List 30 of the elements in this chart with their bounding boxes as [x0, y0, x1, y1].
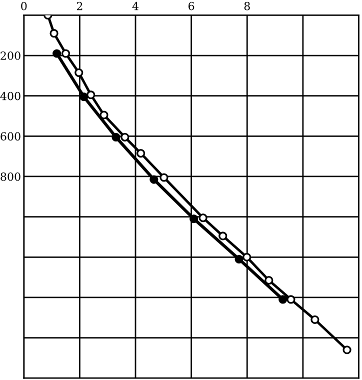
- point: [310, 315, 320, 324]
- point: [74, 68, 84, 77]
- point: [80, 92, 88, 102]
- point: [198, 214, 208, 222]
- x-tick-label: 6: [188, 2, 194, 10]
- point: [342, 346, 352, 354]
- point: [286, 295, 296, 304]
- point: [52, 49, 62, 58]
- point: [136, 148, 146, 158]
- point: [242, 252, 252, 262]
- point: [150, 175, 158, 184]
- point: [190, 214, 198, 224]
- point: [50, 29, 58, 38]
- x-tick-label: 8: [244, 2, 250, 10]
- y-tick-label: 400: [0, 92, 20, 100]
- point: [86, 90, 96, 100]
- x-tick-label: 0: [21, 2, 27, 10]
- point: [120, 132, 130, 142]
- y-tick-label: 200: [0, 51, 20, 60]
- point: [234, 254, 244, 264]
- point: [112, 132, 120, 142]
- y-tick-label: 800: [0, 172, 20, 181]
- point: [278, 295, 288, 304]
- point: [160, 173, 168, 182]
- point: [264, 276, 274, 285]
- x-tick-label: 4: [132, 2, 138, 10]
- x-tick-label: 2: [76, 2, 82, 10]
- point: [218, 232, 228, 240]
- y-tick-label: 600: [0, 132, 20, 141]
- point: [61, 49, 70, 58]
